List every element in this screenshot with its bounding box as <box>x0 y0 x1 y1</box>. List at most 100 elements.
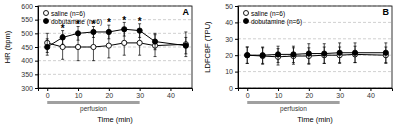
point <box>152 39 157 44</box>
point <box>245 53 250 58</box>
error-bar-cap <box>184 37 187 38</box>
error-bar-cap <box>384 63 387 64</box>
point <box>260 53 265 58</box>
error-bar-cap <box>292 64 295 65</box>
y-tick: 30 <box>225 36 238 43</box>
x-axis-line <box>239 89 393 92</box>
x-tick: 0 <box>46 88 50 99</box>
series <box>245 43 389 64</box>
x-tick-mark <box>47 88 48 91</box>
legend: saline (n=6)dobutamine (n=6) <box>244 10 303 26</box>
point <box>245 53 250 58</box>
grid-line <box>38 74 192 75</box>
y-tick-label: 500 <box>21 30 33 37</box>
series <box>45 22 189 55</box>
error-bar-cap <box>292 62 295 63</box>
point <box>306 51 311 56</box>
x-tick-mark <box>370 88 371 91</box>
series-line <box>247 53 386 55</box>
error-bar-cap <box>154 49 157 50</box>
x-tick-label: 40 <box>167 92 175 99</box>
error-bar-cap <box>354 62 357 63</box>
point <box>106 43 111 48</box>
error-bar-cap <box>46 55 49 56</box>
error-bar-cap <box>261 47 264 48</box>
error-bar-cap <box>184 56 187 57</box>
legend-item: saline (n=6) <box>244 10 286 18</box>
point <box>106 29 111 34</box>
x-tick-mark <box>170 88 171 91</box>
x-tick-label: 10 <box>75 92 83 99</box>
y-tick-mark <box>235 22 238 23</box>
x-tick: 10 <box>75 88 83 99</box>
y-tick-mark <box>235 55 238 56</box>
error-bar-cap <box>384 62 387 63</box>
y-tick-mark <box>35 33 38 34</box>
x-axis-title: Time (min) <box>297 115 333 124</box>
y-tick: 50 <box>225 3 238 10</box>
y-tick: 350 <box>21 71 38 78</box>
series <box>45 31 189 61</box>
series <box>245 46 389 65</box>
span-bar <box>247 101 339 104</box>
significance-marker: * <box>122 15 126 26</box>
error-bar-cap <box>354 62 357 63</box>
error-bar-cap <box>338 42 341 43</box>
x-tick-label: 20 <box>305 92 313 99</box>
panel: 300350400450500550600010203040******perf… <box>3 3 193 124</box>
point <box>91 44 96 49</box>
x-tick: 20 <box>105 88 113 99</box>
point <box>75 31 80 36</box>
y-tick-mark <box>235 6 238 7</box>
x-tick-mark <box>340 88 341 91</box>
y-tick-label: 550 <box>21 16 33 23</box>
y-tick-label: 50 <box>225 3 233 10</box>
x-tick-mark <box>109 88 110 91</box>
legend-marker <box>44 11 49 16</box>
series-line <box>47 43 186 47</box>
y-axis: 01020304050 <box>225 3 238 92</box>
y-tick: 20 <box>225 52 238 59</box>
x-tick-mark <box>309 88 310 91</box>
point <box>275 52 280 57</box>
x-axis-line <box>39 89 193 92</box>
x-tick-label: 30 <box>136 92 144 99</box>
error-bar-cap <box>323 63 326 64</box>
point <box>45 44 50 49</box>
x-tick-mark <box>278 88 279 91</box>
error-bar-cap <box>261 63 264 64</box>
y-tick-mark <box>235 39 238 40</box>
error-bar-cap <box>92 60 95 61</box>
span-label: perfusion <box>280 105 307 113</box>
error-bar-cap <box>46 33 49 34</box>
legend-marker <box>44 19 49 24</box>
x-axis: 0 10 20 30 40 <box>39 88 193 99</box>
error-bar-cap <box>61 59 64 60</box>
legend: saline (n=6)dobutamine (n=6) <box>44 10 103 26</box>
error-bar-cap <box>61 44 64 45</box>
point <box>91 29 96 34</box>
span-bar <box>47 101 139 104</box>
point <box>60 44 65 49</box>
y-tick: 10 <box>225 68 238 75</box>
point <box>137 40 142 45</box>
y-tick-mark <box>35 61 38 62</box>
error-bar-cap <box>138 55 141 56</box>
y-tick-label: 350 <box>21 71 33 78</box>
y-tick: 450 <box>21 44 38 51</box>
y-tick-label: 400 <box>21 57 33 64</box>
point <box>322 51 327 56</box>
x-tick: 30 <box>336 88 344 99</box>
series-line <box>47 29 186 47</box>
error-bar-cap <box>307 64 310 65</box>
y-tick: 400 <box>21 57 38 64</box>
y-tick-label: 450 <box>21 44 33 51</box>
error-bar-cap <box>323 43 326 44</box>
y-tick-mark <box>35 6 38 7</box>
error-bar-cap <box>154 33 157 34</box>
legend-item: dobutamine (n=6) <box>44 18 103 26</box>
error-bar-cap <box>138 37 141 38</box>
grid <box>238 6 392 88</box>
y-tick-mark <box>235 88 238 89</box>
x-tick: 30 <box>136 88 144 99</box>
